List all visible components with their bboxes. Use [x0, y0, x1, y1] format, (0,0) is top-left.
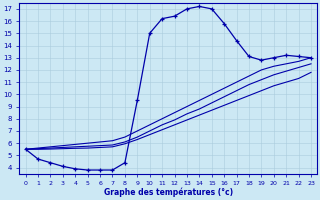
X-axis label: Graphe des températures (°c): Graphe des températures (°c) [104, 188, 233, 197]
